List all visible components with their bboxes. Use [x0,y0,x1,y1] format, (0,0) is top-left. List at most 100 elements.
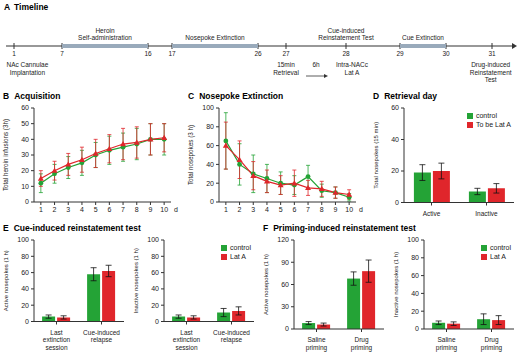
svg-text:d: d [359,206,363,213]
svg-text:Lastextinctionsession: Lastextinctionsession [173,329,201,351]
svg-text:1: 1 [224,206,228,213]
svg-text:7: 7 [306,206,310,213]
svg-text:30: 30 [21,151,29,158]
svg-text:30: 30 [442,50,450,57]
svg-text:Salinepriming: Salinepriming [306,336,328,352]
svg-text:40: 40 [411,290,419,297]
svg-text:Cue-inducedrelapse: Cue-inducedrelapse [83,329,120,345]
svg-text:40: 40 [21,136,29,143]
svg-text:100: 100 [147,236,159,243]
svg-text:1: 1 [12,50,16,57]
svg-text:Total nosepokes (15 min): Total nosepokes (15 min) [373,122,379,189]
svg-text:60: 60 [281,281,289,288]
svg-text:4: 4 [265,206,269,213]
svg-text:50: 50 [21,120,29,127]
svg-text:Inactive nosepokes (1 h): Inactive nosepokes (1 h) [133,248,139,313]
svg-text:20: 20 [21,302,29,309]
svg-text:80: 80 [21,253,29,260]
svg-text:80: 80 [411,254,419,261]
svg-text:8: 8 [135,206,139,213]
svg-text:120: 120 [277,236,289,243]
svg-text:HeroinSelf-administration: HeroinSelf-administration [78,27,132,42]
svg-text:Salinepriming: Salinepriming [436,336,458,352]
svg-text:20: 20 [411,308,419,315]
svg-text:Inactive: Inactive [475,210,498,217]
svg-text:Cue-inducedReinstatement Test: Cue-inducedReinstatement Test [318,27,374,42]
svg-text:Active nosepokes (1 h): Active nosepokes (1 h) [263,254,269,315]
svg-text:Cue Extinction: Cue Extinction [402,34,444,41]
svg-text:31: 31 [488,50,496,57]
svg-text:Total heroin infusions (3h): Total heroin infusions (3h) [2,119,10,191]
svg-text:6h: 6h [312,61,320,68]
svg-text:15minRetrieval: 15minRetrieval [273,61,299,76]
svg-text:0: 0 [25,198,29,205]
svg-text:80: 80 [206,123,214,130]
svg-text:4: 4 [80,206,84,213]
svg-text:7: 7 [60,50,64,57]
svg-text:d: d [174,206,178,213]
svg-text:60: 60 [21,269,29,276]
svg-text:17: 17 [168,50,176,57]
svg-text:A: A [4,2,10,12]
svg-text:10: 10 [21,183,29,190]
svg-text:20: 20 [151,302,159,309]
svg-text:Lastextinctionsession: Lastextinctionsession [43,329,71,351]
svg-text:60: 60 [21,104,29,111]
svg-text:20: 20 [206,180,214,187]
svg-text:Active nosepokes (1 h): Active nosepokes (1 h) [3,250,9,311]
svg-text:29: 29 [396,50,404,57]
svg-text:0: 0 [155,318,159,325]
svg-text:Intra-NACcLat A: Intra-NACcLat A [336,61,369,76]
svg-text:100: 100 [17,236,29,243]
svg-text:Total nosepokes (3 h): Total nosepokes (3 h) [187,125,195,185]
svg-text:Timeline: Timeline [14,2,49,12]
svg-text:16: 16 [144,50,152,57]
svg-text:27: 27 [282,50,290,57]
svg-text:2: 2 [53,206,57,213]
svg-text:Nosepoke Extinction: Nosepoke Extinction [185,34,245,42]
svg-text:20: 20 [21,167,29,174]
svg-text:3: 3 [66,206,70,213]
svg-text:5: 5 [94,206,98,213]
svg-text:100: 100 [407,236,419,243]
svg-text:2: 2 [238,206,242,213]
svg-text:0: 0 [25,318,29,325]
svg-text:80: 80 [151,253,159,260]
svg-text:40: 40 [151,285,159,292]
svg-text:3: 3 [251,206,255,213]
svg-text:60: 60 [206,142,214,149]
svg-text:0: 0 [395,199,399,206]
svg-text:60: 60 [391,104,399,111]
svg-text:Drug-inducedReinstatementTest: Drug-inducedReinstatementTest [470,61,512,83]
svg-text:Inactive nosepokes (1 h): Inactive nosepokes (1 h) [393,252,399,317]
svg-text:10: 10 [345,206,353,213]
svg-text:20: 20 [391,167,399,174]
svg-text:8: 8 [320,206,324,213]
svg-text:26: 26 [254,50,262,57]
svg-text:9: 9 [148,206,152,213]
svg-text:0: 0 [210,198,214,205]
svg-text:28: 28 [342,50,350,57]
svg-text:Cue-inducedrelapse: Cue-inducedrelapse [213,329,250,345]
svg-text:Active: Active [423,210,441,217]
svg-text:40: 40 [206,161,214,168]
svg-text:40: 40 [391,136,399,143]
svg-text:6: 6 [107,206,111,213]
svg-text:6: 6 [292,206,296,213]
svg-text:90: 90 [281,259,289,266]
svg-text:0: 0 [415,325,419,332]
svg-text:NAc CannulaeImplantation: NAc CannulaeImplantation [6,61,48,77]
svg-text:7: 7 [121,206,125,213]
svg-text:9: 9 [333,206,337,213]
svg-text:10: 10 [160,206,168,213]
svg-text:0: 0 [285,325,289,332]
svg-text:Drugpriming: Drugpriming [351,336,373,352]
svg-text:100: 100 [202,104,214,111]
svg-text:40: 40 [21,285,29,292]
svg-text:1: 1 [39,206,43,213]
svg-text:30: 30 [281,303,289,310]
svg-text:Drugpriming: Drugpriming [481,336,503,352]
svg-text:60: 60 [151,269,159,276]
svg-text:5: 5 [279,206,283,213]
svg-text:60: 60 [411,272,419,279]
